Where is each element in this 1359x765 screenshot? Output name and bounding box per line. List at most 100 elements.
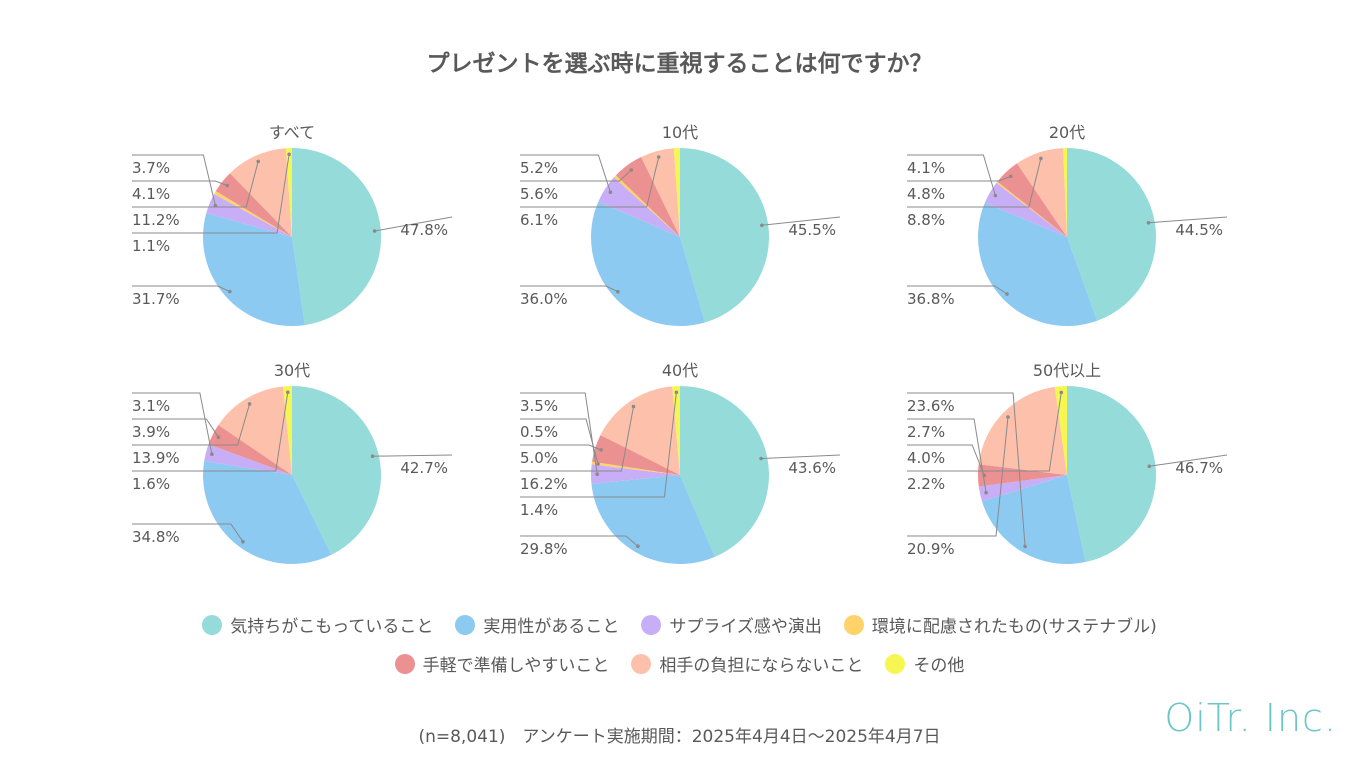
data-label: 34.8% xyxy=(132,528,180,546)
data-label: 4.8% xyxy=(907,185,945,203)
pie-title: 30代 xyxy=(274,361,310,380)
pie-slice xyxy=(978,475,1067,502)
legend-item: 環境に配慮されたもの(サステナブル) xyxy=(843,612,1157,637)
pie-slice xyxy=(981,475,1086,565)
leader-line xyxy=(520,156,660,208)
company-logo: OiTr. Inc. xyxy=(1164,696,1337,740)
pie-slice xyxy=(218,386,292,475)
pie-slice xyxy=(680,386,769,557)
leader-dot xyxy=(599,448,603,452)
pie-slice xyxy=(592,435,680,475)
legend-swatch xyxy=(455,614,476,635)
leader-dot xyxy=(636,544,640,548)
leader-line xyxy=(132,161,259,208)
leader-dot xyxy=(984,490,988,495)
leader-dot xyxy=(1023,544,1027,549)
pie-slice xyxy=(680,148,770,323)
pie-slice xyxy=(204,444,292,475)
pie-slice xyxy=(615,156,680,237)
leader-line xyxy=(907,158,1042,208)
leader-dot xyxy=(1039,156,1043,161)
pie-slice xyxy=(206,193,292,237)
pie-chart: すべて 47.8% 31.7% 3.7% 4.1% 11.2% 1.1% xyxy=(132,123,453,327)
data-label: 23.6% xyxy=(907,397,955,415)
legend-label: 実用性があること xyxy=(483,617,620,637)
leader-line xyxy=(1148,216,1228,224)
pie-slice xyxy=(292,148,382,326)
leader-line xyxy=(907,444,985,476)
legend-label: 相手の負担にならないこと xyxy=(659,656,864,676)
data-label: 3.1% xyxy=(132,397,170,415)
data-label: 44.5% xyxy=(1175,221,1223,239)
legend-swatch xyxy=(885,653,906,674)
legend-item: サプライズ感や演出 xyxy=(641,612,822,637)
leader-line xyxy=(907,418,987,493)
legend: 気持ちがこもっていること 実用性があること サプライズ感や演出 環境に配慮されたもの(… xyxy=(0,612,1359,690)
leader-dot xyxy=(287,152,291,157)
data-label: 36.0% xyxy=(520,290,568,308)
data-label: 20.9% xyxy=(907,540,955,558)
leader-dot xyxy=(616,289,620,294)
pie-slice xyxy=(997,163,1067,237)
leader-dot xyxy=(256,159,261,164)
data-label: 5.0% xyxy=(520,449,558,467)
legend-row: 手軽で準備しやすいこと 相手の負担にならないこと その他 xyxy=(0,651,1359,676)
pie-chart: 20代 44.5% 36.8% 4.1% 4.8% 8.8% xyxy=(907,123,1228,327)
legend-label: 気持ちがこもっていること xyxy=(230,617,434,637)
legend-item: 相手の負担にならないこと xyxy=(631,651,863,676)
data-label: 8.8% xyxy=(907,211,945,229)
leader-dot xyxy=(608,190,613,194)
data-label: 3.9% xyxy=(132,423,170,441)
leader-line xyxy=(132,154,216,206)
leader-line xyxy=(520,535,639,547)
pie-slice xyxy=(977,464,1067,487)
leader-line xyxy=(520,392,677,498)
pie-title: すべて xyxy=(269,123,315,142)
leader-line xyxy=(132,154,290,234)
leader-dot xyxy=(596,462,600,466)
legend-item: 気持ちがこもっていること xyxy=(202,612,433,637)
leader-dot xyxy=(216,435,221,440)
data-label: 31.7% xyxy=(132,290,180,308)
leader-dot xyxy=(1008,174,1013,179)
data-label: 0.5% xyxy=(520,423,558,441)
pie-slice xyxy=(285,148,292,237)
data-label: 45.5% xyxy=(788,221,836,239)
leader-dot xyxy=(247,402,252,406)
data-label: 1.1% xyxy=(132,237,170,255)
leader-dot xyxy=(1147,464,1152,469)
leader-line xyxy=(132,180,228,186)
pie-slice xyxy=(590,201,705,327)
leader-line xyxy=(907,416,1009,537)
leader-dot xyxy=(225,183,229,188)
survey-footnote: (n=8,041) アンケート実施期間：2025年4月4日〜2025年4月7日 xyxy=(418,727,941,747)
data-label: 1.4% xyxy=(520,501,558,519)
pie-slice xyxy=(1063,148,1067,237)
chart-title: プレゼントを選ぶ時に重視することは何ですか？ xyxy=(426,51,933,77)
leader-dot xyxy=(982,473,986,478)
pie-charts: すべて 47.8% 31.7% 3.7% 4.1% 11.2% 1.1% 10代 45.5% 36… xyxy=(132,123,1228,565)
data-label: 47.8% xyxy=(400,221,448,239)
leader-line xyxy=(132,285,231,293)
leader-line xyxy=(907,175,1011,182)
data-label: 42.7% xyxy=(400,459,448,477)
leader-line xyxy=(132,523,244,542)
pie-slice xyxy=(673,148,680,237)
data-label: 11.2% xyxy=(132,211,180,229)
legend-item: 手軽で準備しやすいこと xyxy=(394,651,609,676)
leader-line xyxy=(520,418,599,465)
data-label: 29.8% xyxy=(520,540,568,558)
data-label: 6.1% xyxy=(520,211,558,229)
legend-label: 環境に配慮されたもの(サステナブル) xyxy=(871,617,1157,637)
pie-slice xyxy=(984,182,1067,237)
leader-dot xyxy=(595,472,599,477)
pie-slice xyxy=(1067,386,1157,563)
legend-item: 実用性があること xyxy=(455,612,619,637)
data-label: 5.2% xyxy=(520,159,558,177)
leader-line xyxy=(520,444,602,451)
leader-line xyxy=(372,454,453,457)
leader-line xyxy=(520,169,632,182)
data-label: 13.9% xyxy=(132,449,180,467)
data-label: 4.1% xyxy=(132,185,170,203)
legend-item: その他 xyxy=(885,651,964,676)
